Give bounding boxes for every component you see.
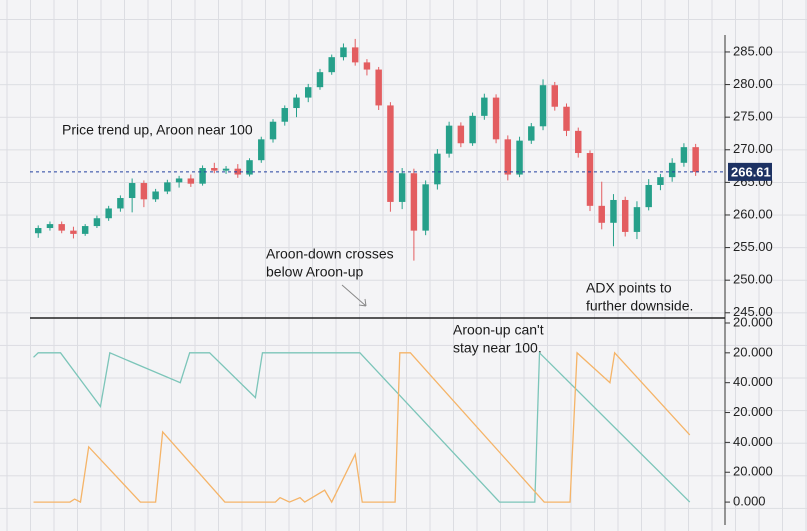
- candle-body: [81, 226, 89, 234]
- candle-body: [105, 208, 112, 219]
- candle-body: [469, 115, 476, 144]
- y-tick-label: 280.00: [733, 76, 773, 91]
- candle-body: [645, 184, 652, 208]
- candle-body: [70, 230, 77, 234]
- candle-body: [445, 125, 453, 154]
- candle-body: [410, 173, 418, 231]
- y-tick-label: 40.000: [733, 374, 773, 389]
- candle-body: [175, 178, 183, 183]
- y-tick-label: 20.000: [733, 314, 773, 329]
- y-tick-label: 0.000: [733, 494, 766, 509]
- annotations: Price trend up, Aroon near 100 Aroon-down…: [62, 122, 693, 356]
- annotation: Price trend up, Aroon near 100: [62, 122, 253, 138]
- annotation: below Aroon-up: [266, 264, 364, 280]
- candle-body: [234, 168, 242, 175]
- candle-body: [363, 62, 371, 70]
- candle-body: [610, 199, 617, 223]
- candle-body: [269, 121, 277, 140]
- candle-body: [340, 47, 347, 58]
- candle-body: [58, 224, 65, 231]
- y-tick-label: 20.000: [733, 344, 773, 359]
- annotation: Aroon-down crosses: [266, 246, 394, 262]
- price-label: 266.61: [731, 164, 771, 179]
- candle-body: [680, 147, 688, 163]
- candle-body: [422, 184, 429, 231]
- y-tick-label: 250.00: [733, 272, 773, 287]
- y-tick-label: 275.00: [733, 109, 773, 124]
- candle-body: [46, 224, 54, 229]
- candle-body: [305, 87, 312, 98]
- candle-body: [575, 130, 582, 154]
- candle-body: [222, 168, 230, 171]
- candle-body: [551, 85, 559, 107]
- candle-body: [668, 162, 676, 178]
- candle-body: [187, 178, 195, 184]
- annotation: ADX points to: [586, 280, 672, 296]
- candle-body: [246, 160, 253, 175]
- candle-body: [375, 69, 382, 106]
- candle-body: [199, 168, 206, 184]
- candle-body: [140, 183, 148, 200]
- candle-body: [293, 97, 300, 109]
- candle-body: [563, 106, 570, 131]
- candle-body: [586, 153, 594, 206]
- candle-body: [539, 85, 547, 127]
- candle-body: [633, 207, 641, 232]
- candle-body: [398, 173, 406, 202]
- candle-body: [621, 199, 629, 232]
- aroon-line: [33, 351, 691, 503]
- annotation: further downside.: [586, 298, 693, 314]
- annotation: stay near 100.: [453, 340, 542, 356]
- candle-body: [34, 228, 42, 234]
- y-tick-label: 260.00: [733, 206, 773, 221]
- candle-body: [117, 198, 124, 209]
- candle-body: [387, 105, 394, 202]
- candle-body: [457, 125, 465, 144]
- candle-body: [93, 218, 101, 227]
- arrow: [341, 284, 367, 307]
- annotation: Aroon-up can't: [453, 322, 544, 338]
- candle-body: [434, 153, 441, 185]
- candle-body: [481, 97, 488, 116]
- candle-body: [492, 97, 500, 140]
- candle-body: [258, 139, 265, 161]
- candle-body: [504, 139, 512, 175]
- candle-body: [692, 147, 699, 172]
- candle-body: [316, 72, 324, 88]
- y-tick-label: 20.000: [733, 404, 773, 419]
- candle-body: [281, 108, 288, 122]
- y-tick-label: 20.000: [733, 464, 773, 479]
- y-tick-label: 255.00: [733, 239, 773, 254]
- candle-body: [211, 168, 218, 171]
- candle-body: [657, 177, 664, 185]
- price-label-box: [728, 162, 772, 181]
- candle-body: [328, 57, 335, 73]
- candle-body: [528, 126, 535, 141]
- candle-body: [152, 191, 159, 200]
- y-tick-label: 245.00: [733, 304, 773, 319]
- candle-body: [351, 47, 359, 63]
- candle-body: [164, 182, 171, 192]
- candle-body: [598, 205, 605, 223]
- aroon-line: [33, 351, 691, 504]
- candle-body: [128, 183, 136, 199]
- y-tick-label: 270.00: [733, 141, 773, 156]
- candle-body: [516, 140, 523, 175]
- y-tick-label: 285.00: [733, 43, 773, 58]
- y-tick-label: 40.000: [733, 434, 773, 449]
